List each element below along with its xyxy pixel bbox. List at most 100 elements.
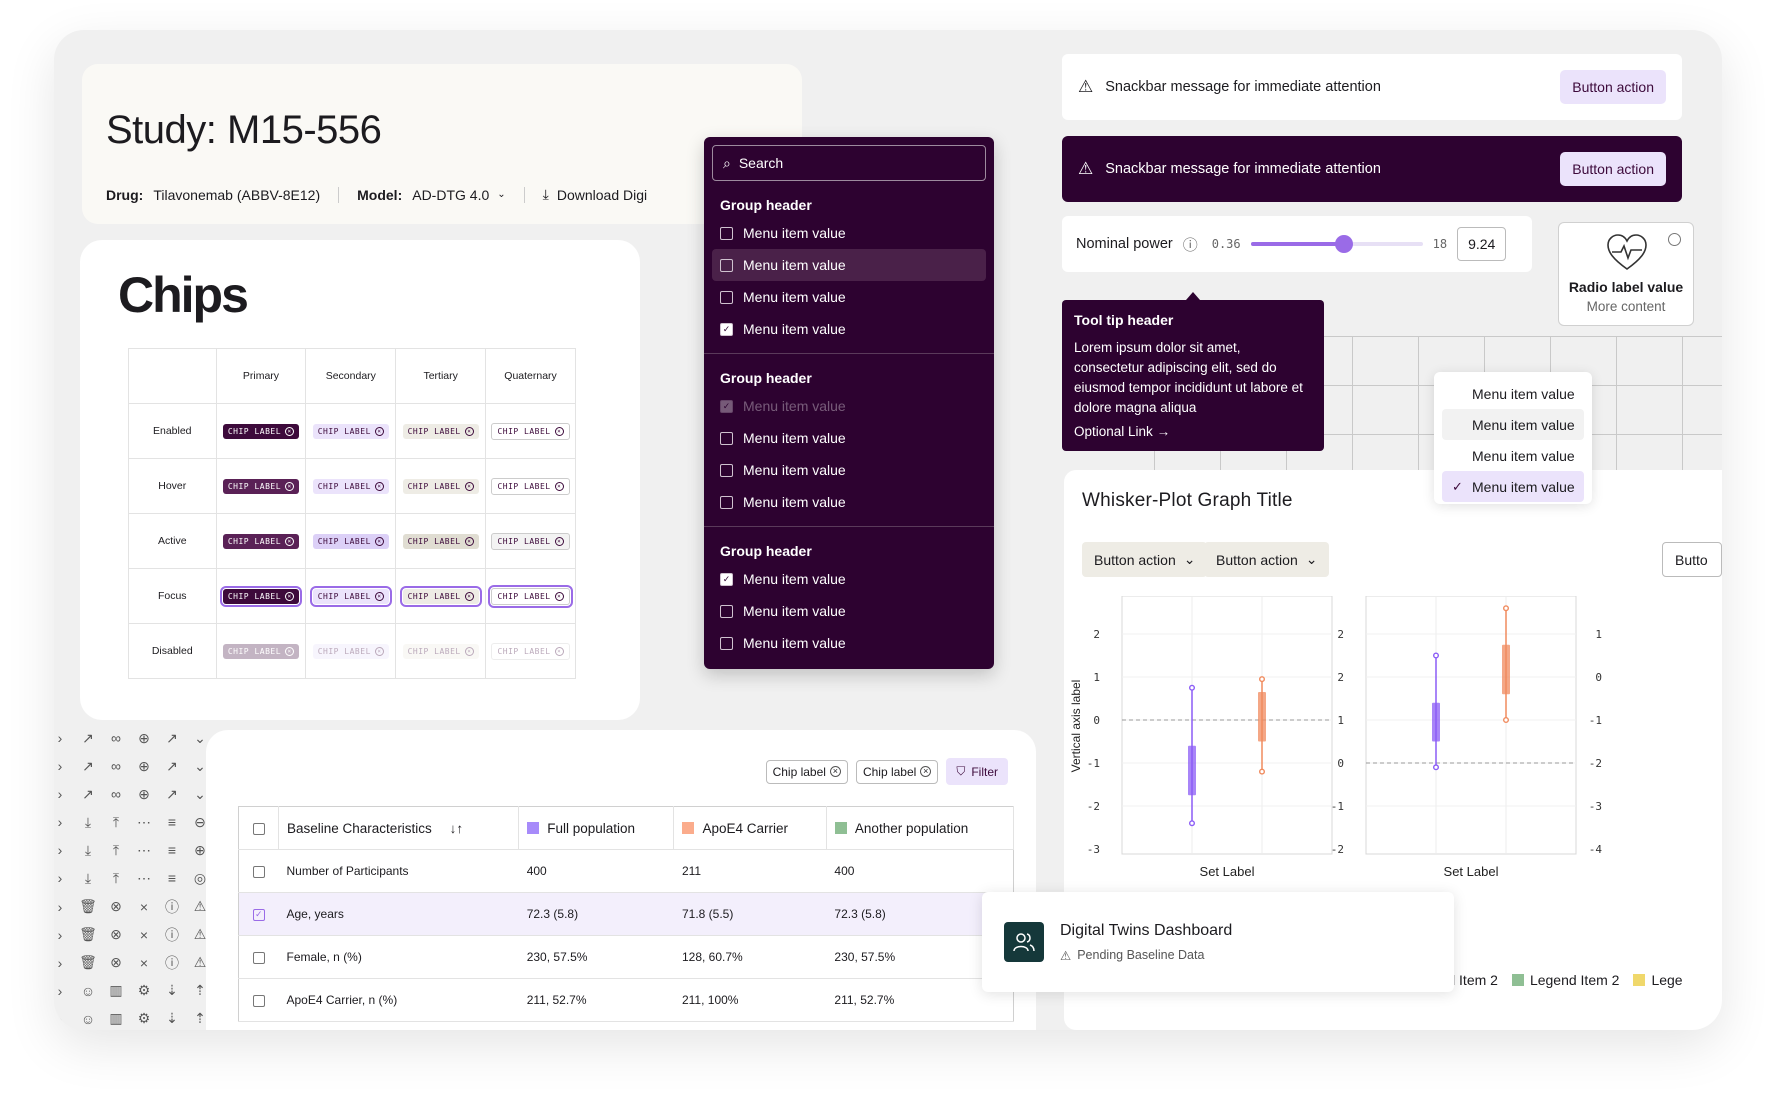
search-placeholder: Search	[738, 155, 784, 171]
menu-item[interactable]: Menu item value	[1472, 447, 1575, 464]
search-input[interactable]: ⌕ Search	[712, 145, 986, 181]
chip-tertiary[interactable]: CHIP LABEL ×	[399, 585, 482, 607]
menu-item[interactable]: Menu item value	[712, 249, 986, 281]
box	[1432, 702, 1440, 742]
slider-fill	[1250, 242, 1344, 246]
menu-item[interactable]: Menu item value	[704, 422, 994, 454]
drug-value: Tilavonemab (ABBV-8E12)	[153, 186, 321, 203]
chip-secondary[interactable]: CHIP LABEL ×	[312, 478, 389, 494]
menu-item[interactable]: Menu item value	[704, 486, 994, 518]
checkbox[interactable]	[720, 226, 733, 240]
download-icon: ⤓	[84, 869, 92, 886]
chip-primary[interactable]: CHIP LABEL ×	[219, 585, 303, 607]
checkbox[interactable]: ✓	[720, 572, 733, 586]
x-axis-label: Set Label	[1200, 864, 1255, 879]
dashboard-card[interactable]: Digital Twins Dashboard ⚠ Pending Baselin…	[982, 892, 1454, 992]
chip-primary[interactable]: CHIP LABEL ×	[222, 423, 300, 439]
model-select[interactable]: AD-DTG 4.0 ⌄	[412, 187, 505, 203]
dropdown-menu-dark: ⌕ Search Group header Menu item value Menu…	[704, 137, 994, 669]
chip-secondary[interactable]: CHIP LABEL ×	[309, 585, 392, 607]
header-full-population[interactable]: Full population	[518, 806, 675, 850]
radio-card[interactable]: Radio label value More content	[1558, 222, 1694, 326]
info-icon[interactable]: ⓘ	[1182, 236, 1198, 254]
chip-quaternary[interactable]: CHIP LABEL ×	[491, 477, 570, 495]
menu-item[interactable]: Menu item value	[1472, 385, 1575, 402]
sort-asc-icon: ⇡	[194, 982, 206, 999]
table-row[interactable]: ApoE4 Carrier, n (%) 211, 52.7% 211, 100% 2…	[238, 978, 1014, 1022]
chip-tertiary: CHIP LABEL ×	[402, 643, 479, 659]
header-baseline[interactable]: Baseline Characteristics ↓↑	[278, 806, 520, 850]
whisker-plot-svg: 2 1 0 -1 -2 -3 Set Label 2 2 1 0 -1 -2 Set Label 1 0 -1 -…	[1069, 596, 1602, 879]
checkbox[interactable]	[720, 463, 733, 477]
snackbar-action-button[interactable]: Button action	[1560, 152, 1666, 186]
chip-primary[interactable]: CHIP LABEL ×	[222, 533, 300, 549]
table-cell: Female, n (%)	[278, 935, 519, 979]
checkbox[interactable]	[720, 636, 733, 650]
plot-action-button[interactable]: Button action ⌄	[1204, 542, 1330, 577]
close-icon: ×	[920, 766, 932, 777]
heart-pulse-icon	[1607, 234, 1647, 270]
chip-secondary[interactable]: CHIP LABEL ×	[312, 423, 389, 439]
dashboard-title: Digital Twins Dashboard	[1060, 921, 1233, 939]
menu-item[interactable]: Menu item value	[1442, 409, 1584, 440]
checkbox[interactable]	[720, 604, 733, 618]
chip-secondary[interactable]: CHIP LABEL ×	[312, 533, 389, 549]
download-button[interactable]: ⤓ Download Digi	[543, 186, 647, 203]
header-apoe4[interactable]: ApoE4 Carrier	[673, 806, 827, 850]
chip-tertiary[interactable]: CHIP LABEL ×	[402, 533, 479, 549]
checkbox[interactable]	[720, 495, 733, 509]
menu-item[interactable]: Menu item value	[704, 595, 994, 627]
table-row[interactable]: ✓ Age, years 72.3 (5.8) 71.8 (5.5) 72.3 (5.…	[238, 892, 1014, 936]
row-checkbox[interactable]	[252, 994, 265, 1007]
row-checkbox[interactable]	[252, 865, 265, 878]
close-icon: ×	[464, 591, 474, 601]
warning-icon: ⚠	[193, 926, 207, 943]
chip-quaternary[interactable]: CHIP LABEL ×	[488, 584, 573, 608]
whisker-cap	[1503, 605, 1510, 612]
snackbar-action-button[interactable]: Button action	[1560, 70, 1666, 104]
row-checkbox[interactable]: ✓	[252, 908, 265, 921]
menu-item[interactable]: Menu item value	[704, 217, 994, 249]
tooltip-link[interactable]: Optional Link →	[1074, 424, 1171, 439]
row-checkbox[interactable]	[252, 951, 265, 964]
plot-action-button[interactable]: Button action ⌄	[1082, 542, 1208, 577]
table-row[interactable]: Number of Participants 400 211 400	[238, 849, 1014, 893]
users-icon	[1004, 922, 1044, 962]
menu-item[interactable]: Menu item value	[704, 454, 994, 486]
checkbox[interactable]	[720, 290, 733, 304]
chip-tertiary[interactable]: CHIP LABEL ×	[402, 478, 479, 494]
menu-item[interactable]: Menu item value	[1442, 471, 1584, 502]
chip-primary[interactable]: CHIP LABEL ×	[222, 478, 300, 494]
menu-icon: ≡	[167, 814, 177, 831]
target-icon: ◎	[193, 869, 207, 886]
table-row[interactable]: Female, n (%) 230, 57.5% 128, 60.7% 230, 57…	[238, 935, 1014, 979]
menu-item[interactable]: Menu item value	[704, 627, 994, 659]
header-another[interactable]: Another population	[826, 806, 1015, 850]
chip-quaternary[interactable]: CHIP LABEL ×	[491, 532, 570, 550]
power-value-input[interactable]: 9.24	[1457, 227, 1507, 261]
drug-label: Drug:	[106, 186, 144, 203]
plot-action-button[interactable]: Butto	[1662, 542, 1722, 577]
y-tick-label: 2	[1093, 628, 1100, 641]
filter-chip[interactable]: Chip label ×	[855, 759, 939, 784]
power-slider[interactable]	[1250, 235, 1423, 253]
select-all-checkbox[interactable]	[252, 822, 265, 835]
slider-handle[interactable]	[1334, 235, 1353, 253]
menu-item-label: Menu item value	[743, 462, 846, 478]
y-tick-label: -1	[1087, 757, 1100, 770]
radio-button[interactable]	[1668, 233, 1681, 246]
close-icon: ×	[139, 898, 149, 915]
filter-button[interactable]: ⛉ Filter	[946, 758, 1008, 785]
checkbox[interactable]	[720, 431, 733, 445]
menu-item[interactable]: Menu item value	[704, 281, 994, 313]
user-circle-icon: ☺	[80, 1010, 96, 1027]
chip-tertiary[interactable]: CHIP LABEL ×	[402, 423, 479, 439]
chip-quaternary[interactable]: CHIP LABEL ×	[491, 422, 570, 440]
menu-item[interactable]: ✓ Menu item value	[704, 313, 994, 345]
menu-item[interactable]: ✓ Menu item value	[704, 563, 994, 595]
filter-chip[interactable]: Chip label ×	[765, 759, 848, 784]
chevron-down-icon: ⌄	[194, 757, 206, 774]
checkbox[interactable]: ✓	[720, 322, 733, 336]
checkbox[interactable]	[720, 258, 733, 272]
radio-label: Radio label value	[1568, 279, 1684, 295]
